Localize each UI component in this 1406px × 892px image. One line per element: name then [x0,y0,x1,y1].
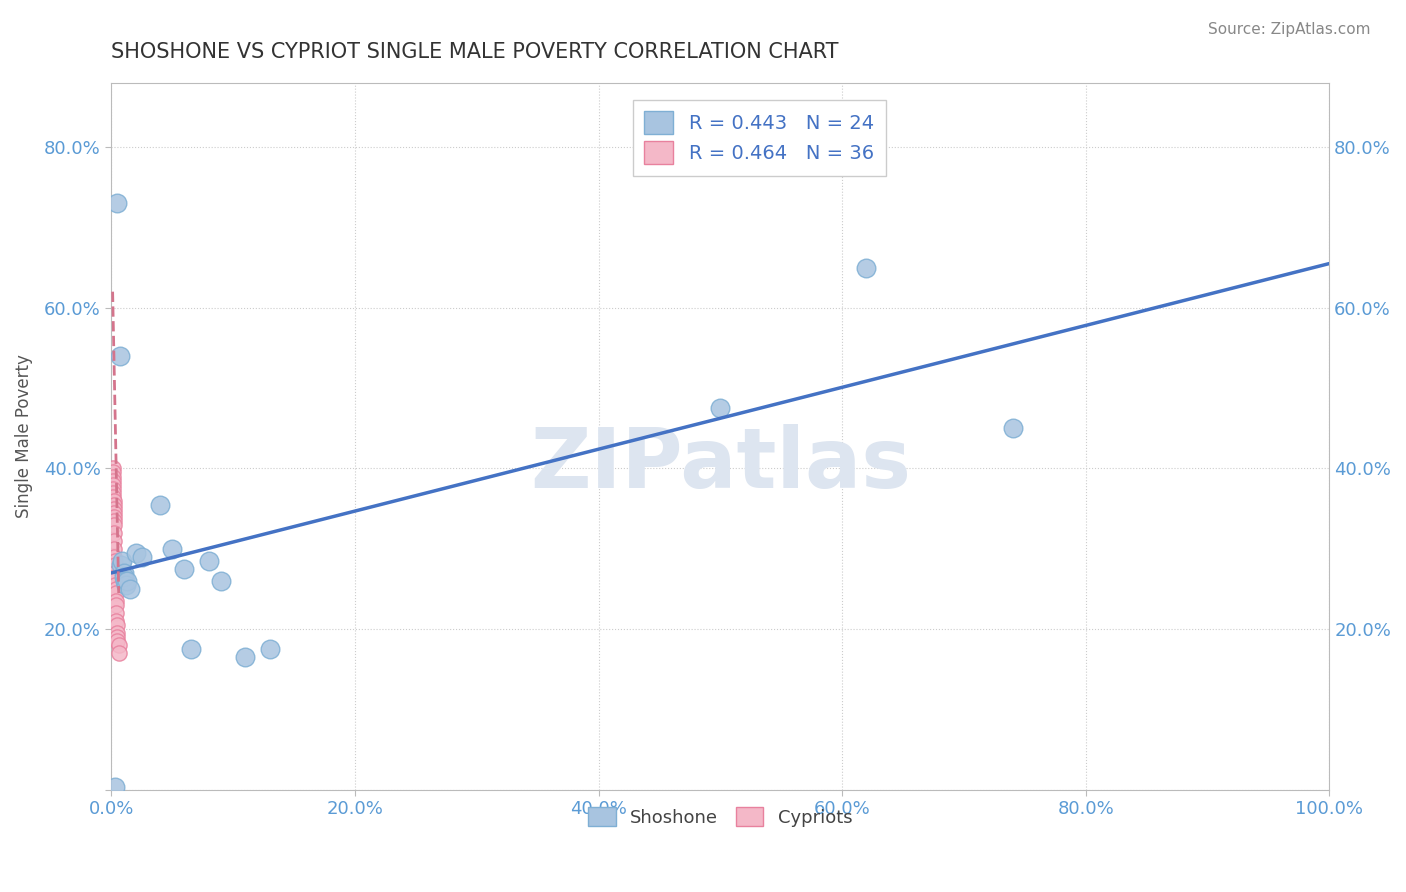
Point [104,582,127,596]
Point [104,570,127,584]
Point [103,506,125,520]
Point [105,618,128,632]
Point [103,477,125,491]
Point [111,554,134,568]
Point [103,509,125,524]
Text: ZIPatlas: ZIPatlas [530,424,911,505]
Point [108,349,131,363]
Point [125,546,148,560]
Point [103,482,125,496]
Point [103,525,125,540]
Point [103,514,125,528]
Point [259,642,281,657]
Point [103,498,125,512]
Point [118,582,141,596]
Point [107,638,129,652]
Point [104,558,127,572]
Point [110,558,132,572]
Point [235,650,257,665]
Point [1001,421,1024,435]
Point [101,461,124,475]
Point [107,196,129,211]
Point [209,574,232,588]
Point [105,598,128,612]
Point [855,260,877,275]
Point [103,485,125,500]
Point [198,554,221,568]
Point [104,578,127,592]
Point [115,574,138,588]
Point [103,493,125,508]
Y-axis label: Single Male Poverty: Single Male Poverty [15,354,32,518]
Point [103,549,125,564]
Point [104,594,127,608]
Point [115,578,138,592]
Point [103,541,125,556]
Point [103,533,125,548]
Point [173,562,195,576]
Point [149,498,172,512]
Point [104,586,127,600]
Text: Source: ZipAtlas.com: Source: ZipAtlas.com [1208,22,1371,37]
Point [709,401,731,416]
Point [114,574,136,588]
Text: SHOSHONE VS CYPRIOT SINGLE MALE POVERTY CORRELATION CHART: SHOSHONE VS CYPRIOT SINGLE MALE POVERTY … [111,42,839,62]
Point [104,566,127,580]
Point [162,541,184,556]
Point [105,626,128,640]
Point [112,570,135,584]
Point [103,501,125,516]
Point [101,474,124,488]
Point [107,630,129,644]
Point [101,466,124,480]
Point [107,634,129,648]
Point [103,517,125,532]
Point [180,642,202,657]
Legend: Shoshone, Cypriots: Shoshone, Cypriots [581,800,859,834]
Point [104,554,127,568]
Point [105,614,128,628]
Point [131,549,153,564]
Point [104,780,127,794]
Point [101,469,124,483]
Point [103,490,125,504]
Point [107,646,129,660]
Point [105,606,128,620]
Point [112,566,135,580]
